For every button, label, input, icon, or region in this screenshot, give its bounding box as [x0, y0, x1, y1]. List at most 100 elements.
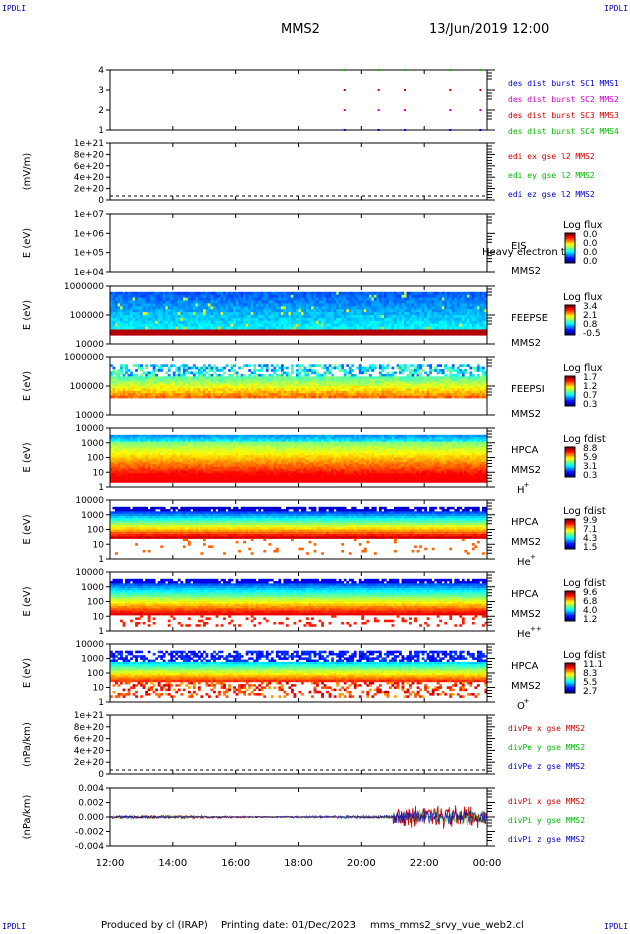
- feepsi-cell: [165, 364, 169, 367]
- feepsi-cell: [258, 383, 262, 387]
- feepse-cell: [411, 326, 415, 330]
- feepsi-cell: [441, 390, 445, 394]
- feepsi-cell: [321, 366, 324, 370]
- feepse-cell: [167, 312, 171, 316]
- feepse-cell: [213, 303, 216, 307]
- feepse-cell: [122, 326, 126, 330]
- feepsi-cell: [358, 395, 362, 399]
- feepsi-cell: [328, 378, 332, 382]
- feepse-cell: [451, 320, 455, 324]
- feepse-cell: [177, 326, 181, 330]
- feepse-cell: [170, 309, 174, 313]
- feepse-cell: [414, 317, 417, 322]
- hpca_h-cell: [177, 434, 181, 438]
- feepsi-cell: [285, 378, 289, 382]
- feepsi-cell: [127, 390, 131, 394]
- feepse-cell: [376, 329, 380, 333]
- feepse-cell: [471, 315, 475, 319]
- feepse-cell: [426, 300, 430, 304]
- feepse-cell: [426, 291, 430, 295]
- feepsi-cell: [295, 390, 299, 394]
- feepse-cell: [479, 312, 483, 316]
- feepse-cell: [195, 294, 199, 298]
- feepse-cell: [416, 309, 420, 313]
- feepsi-cell: [182, 376, 186, 380]
- feepse-cell: [122, 320, 126, 324]
- feepsi-cell: [177, 369, 181, 372]
- feepse-cell: [439, 309, 443, 313]
- feepse-cell: [263, 300, 267, 304]
- feepse-cell: [338, 332, 342, 336]
- hpca_h-cell: [157, 471, 161, 474]
- feepse-cell: [130, 306, 133, 310]
- feepsi-cell: [383, 386, 387, 389]
- feepse-cell: [313, 312, 317, 316]
- feepsi-cell: [285, 395, 289, 399]
- feepse-cell: [172, 332, 176, 336]
- feepse-cell: [270, 329, 274, 333]
- feepse-cell: [461, 317, 465, 322]
- feepsi-cell: [461, 390, 465, 394]
- feepse-cell: [172, 300, 176, 304]
- feepsi-cell: [466, 378, 470, 382]
- feepsi-cell: [137, 383, 141, 387]
- feepsi-cell: [137, 395, 141, 399]
- feepsi-cell: [298, 386, 302, 389]
- hpca_h-cell: [172, 448, 176, 451]
- feepsi-cell: [306, 376, 309, 380]
- feepse-cell: [157, 317, 161, 322]
- hpca_h-cell: [142, 462, 146, 465]
- feepse-cell: [210, 317, 214, 322]
- feepse-cell: [157, 303, 161, 307]
- feepse-cell: [471, 291, 475, 295]
- feepse-cell: [150, 317, 154, 322]
- feepse-cell: [318, 306, 322, 310]
- feepse-cell: [406, 326, 410, 330]
- feepse-cell: [331, 297, 334, 301]
- feepsi-cell: [265, 393, 269, 396]
- feepsi-cell: [208, 378, 211, 382]
- feepse-cell: [177, 291, 181, 295]
- feepsi-cell: [157, 395, 161, 399]
- page-date: 13/Jun/2019 12:00: [429, 22, 550, 37]
- hpca_h-cell: [117, 480, 121, 483]
- feepse-cell: [115, 317, 118, 322]
- feepse-cell: [471, 297, 475, 301]
- feepsi-cell: [147, 378, 151, 382]
- hpca_h-cell: [167, 437, 171, 440]
- feepse-cell: [353, 323, 357, 327]
- feepse-cell: [147, 323, 151, 327]
- feepse-cell: [187, 323, 191, 327]
- feepse-cell: [388, 300, 392, 304]
- hpca_h-cell: [117, 466, 121, 470]
- hpca_h-cell: [157, 441, 161, 445]
- feepsi-cell: [481, 371, 485, 375]
- feepsi-cell: [409, 381, 412, 384]
- hpca_h-cell: [145, 462, 148, 465]
- feepse-cell: [321, 332, 324, 336]
- feepse-cell: [399, 315, 402, 319]
- feepse-cell: [426, 303, 430, 307]
- feepsi-cell: [308, 393, 312, 396]
- feepse-cell: [383, 291, 387, 295]
- feepse-cell: [205, 326, 209, 330]
- feepse-cell: [401, 323, 405, 327]
- hpca_h-cell: [155, 471, 159, 474]
- hpca_h-cell: [180, 473, 184, 476]
- hpca_h-cell: [125, 464, 128, 467]
- feepse-cell: [336, 317, 340, 322]
- feepse-cell: [197, 300, 201, 304]
- hpca_h-cell: [187, 439, 191, 442]
- feepsi-cell: [414, 386, 417, 389]
- feepsi-cell: [160, 381, 164, 384]
- feepsi-cell: [190, 390, 194, 394]
- feepsi-cell: [461, 371, 465, 375]
- hpca_h-cell: [132, 450, 136, 454]
- feepse-cell: [356, 315, 360, 319]
- hpca_h-cell: [117, 477, 121, 481]
- hpca_h-cell: [167, 480, 171, 483]
- feepse-cell: [145, 332, 148, 336]
- hpca_h-cell: [112, 452, 116, 456]
- feepse-cell: [338, 315, 342, 319]
- feepse-cell: [230, 326, 234, 330]
